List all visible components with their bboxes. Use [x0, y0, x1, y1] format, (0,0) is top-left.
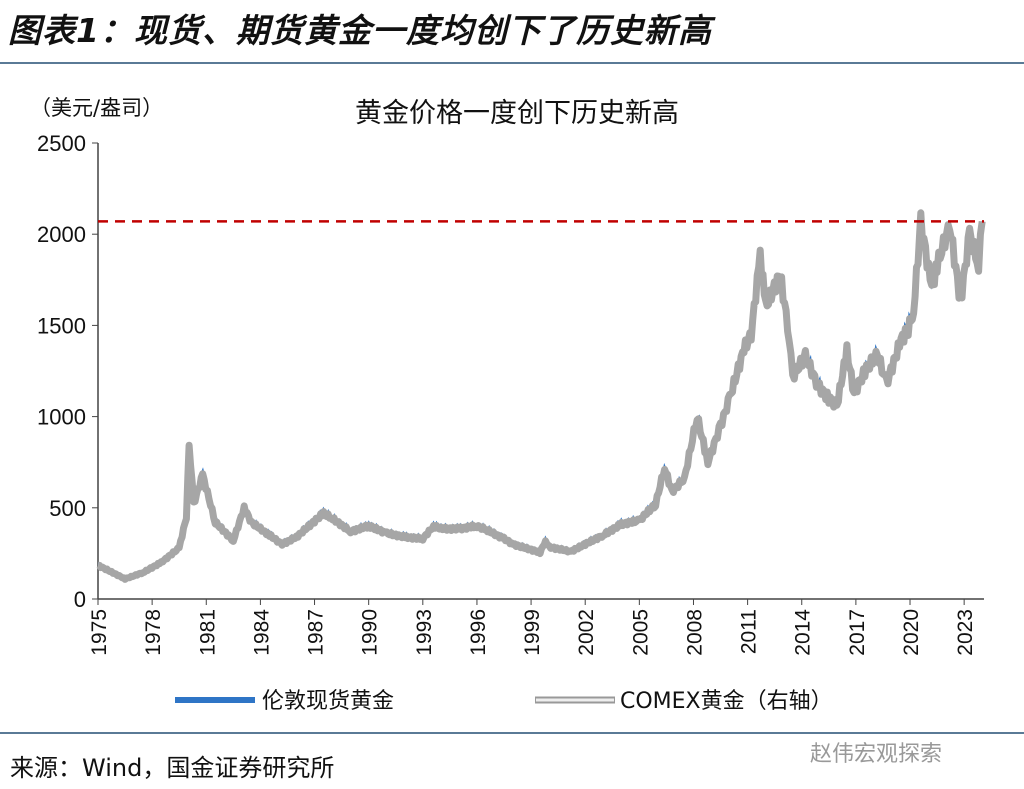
figure-title: 图表1：现货、期货黄金一度均创下了历史新高 — [8, 11, 712, 50]
x-tick-label: 2023 — [954, 609, 977, 656]
series-line-comex — [96, 209, 986, 583]
y-tick-label: 2000 — [37, 222, 86, 247]
x-tick-label: 2020 — [900, 609, 923, 656]
header-divider — [0, 62, 1024, 64]
y-tick-label: 2500 — [37, 131, 86, 156]
x-tick-label: 2008 — [683, 609, 706, 656]
x-tick-label: 1981 — [196, 609, 219, 656]
x-tick-label: 2017 — [846, 609, 869, 656]
x-tick-label: 1984 — [250, 609, 273, 656]
legend-label-london-spot: 伦敦现货黄金 — [262, 689, 394, 714]
chart-title: 黄金价格一度创下历史新高 — [355, 98, 679, 129]
gold-price-chart: 黄金价格一度创下历史新高 （美元/盎司） 0 500 1000 1500 2000 2500 1… — [30, 96, 986, 714]
x-tick-label: 1978 — [142, 609, 165, 656]
x-tick-label: 1987 — [305, 609, 328, 656]
y-tick-label: 1500 — [37, 313, 86, 338]
x-tick-label: 2011 — [738, 609, 761, 654]
x-tick-label: 2014 — [792, 609, 815, 656]
x-tick-label: 1975 — [88, 609, 111, 656]
x-tick-label: 1990 — [359, 609, 382, 656]
x-tick-label: 1999 — [521, 609, 544, 656]
watermark: 赵伟宏观探索 — [810, 742, 943, 767]
series-line-london-spot — [97, 211, 984, 581]
legend-label-comex: COMEX黄金（右轴） — [620, 689, 833, 714]
source-note: 来源：Wind，国金证券研究所 — [10, 754, 335, 782]
x-tick-label: 2002 — [575, 609, 598, 656]
x-tick-label: 1996 — [467, 609, 490, 656]
x-tick-label: 2005 — [629, 609, 652, 656]
y-tick-label: 1000 — [37, 405, 86, 430]
y-tick-label: 500 — [49, 496, 86, 521]
y-axis-unit: （美元/盎司） — [30, 96, 163, 120]
x-tick-label: 1993 — [413, 609, 436, 656]
y-tick-label: 0 — [74, 587, 86, 612]
footer-divider — [0, 732, 1024, 734]
